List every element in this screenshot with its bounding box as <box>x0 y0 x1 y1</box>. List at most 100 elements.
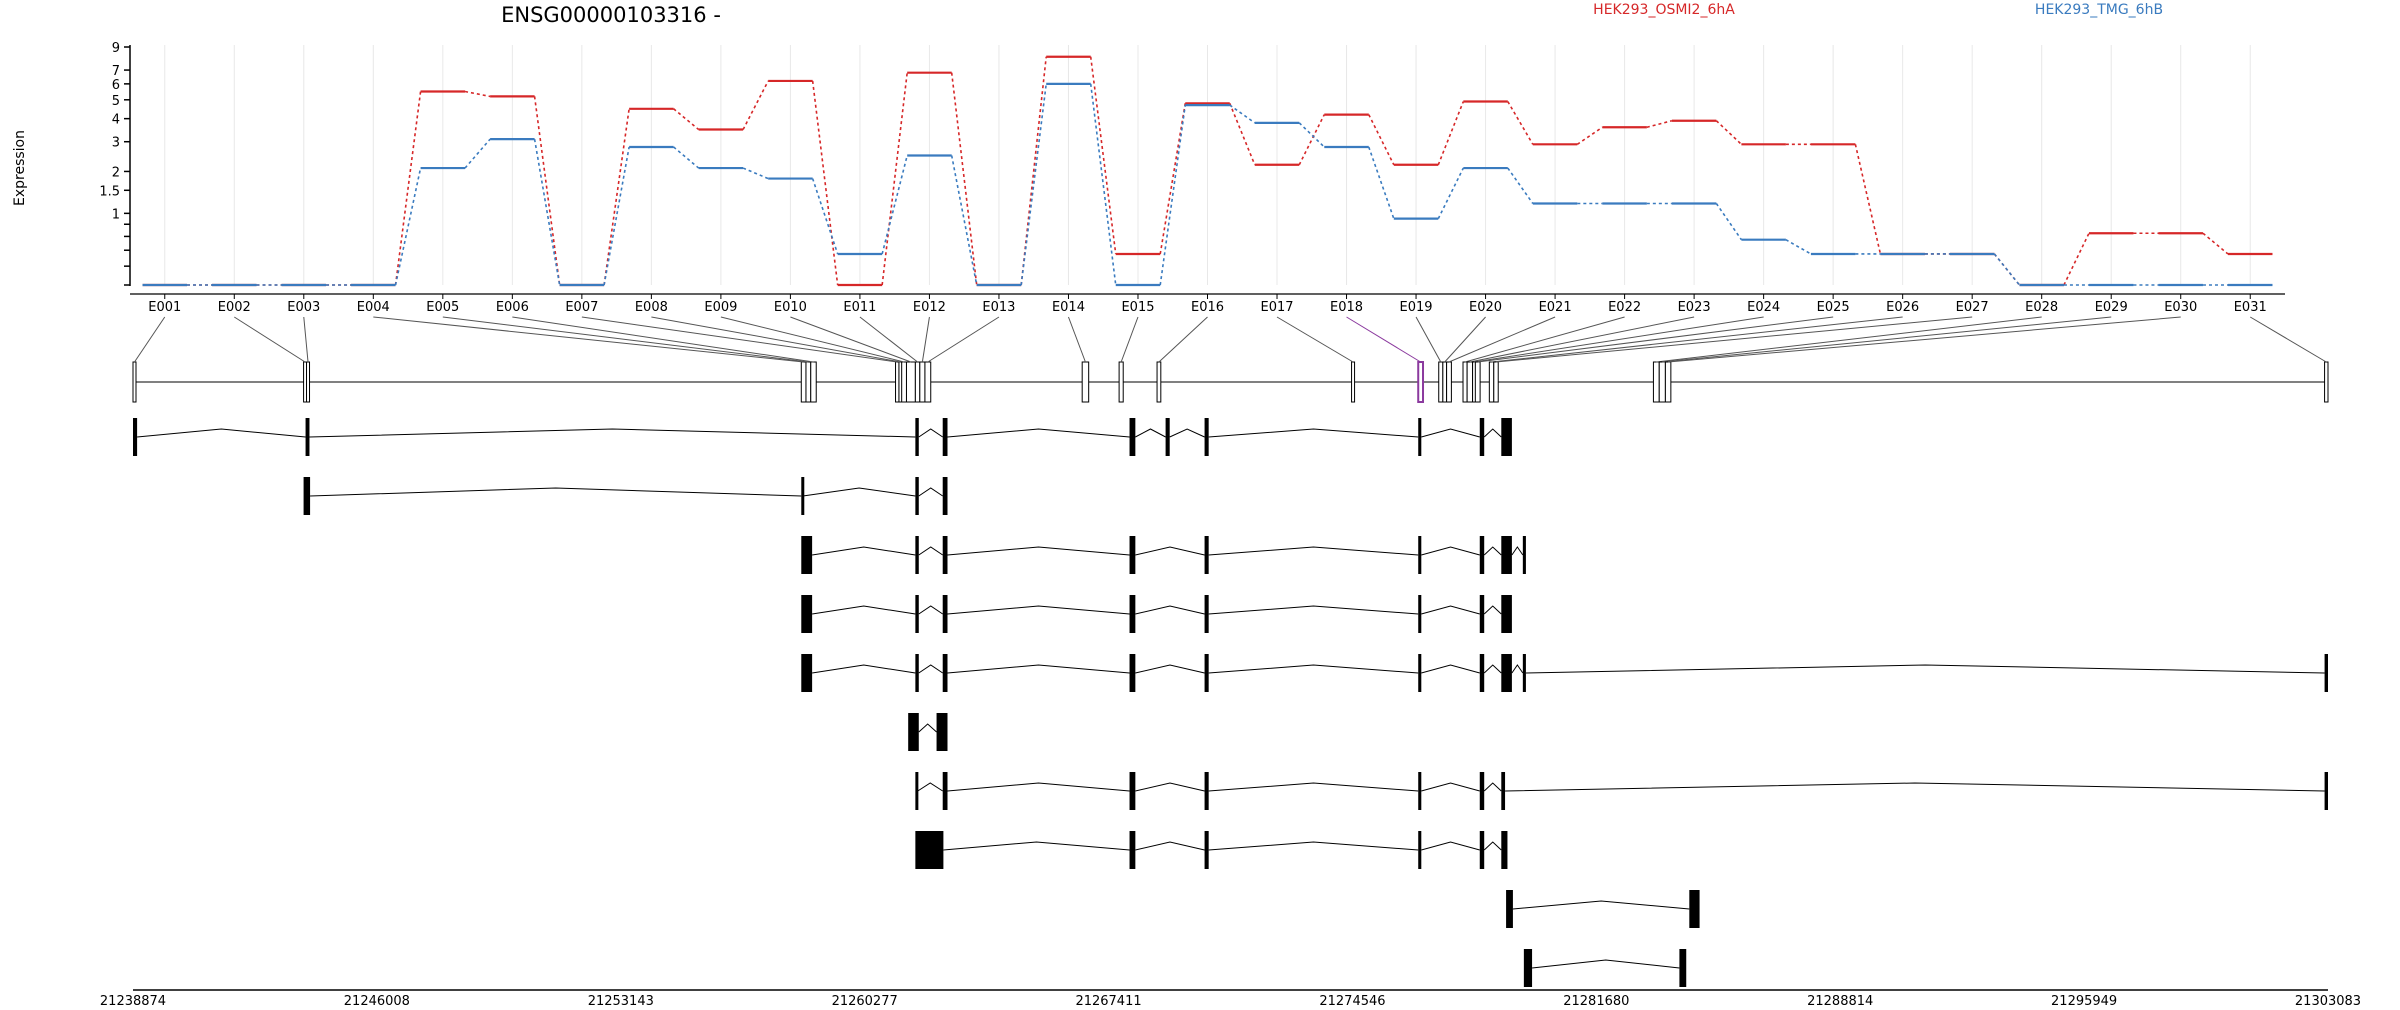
intron-line <box>1208 664 1419 674</box>
exon-label: E010 <box>774 300 807 315</box>
exon-connector <box>303 316 309 363</box>
transcript-6 <box>908 713 948 751</box>
intron-line <box>918 487 943 497</box>
exon-connector <box>1474 316 1764 363</box>
transcript-exon <box>915 536 919 574</box>
data-connector <box>1437 167 1465 220</box>
data-connector <box>603 108 630 286</box>
exon-label: E024 <box>1747 300 1780 315</box>
y-axis-label: Expression <box>12 130 28 206</box>
exon-box <box>810 361 817 403</box>
exon-connector <box>1469 316 1695 363</box>
intron-line <box>309 428 916 438</box>
transcript-exon <box>942 536 948 574</box>
y-tick-label: 3 <box>112 136 120 151</box>
exon-connector <box>1120 316 1139 363</box>
genome-tick-label: 21288814 <box>1807 994 1873 1009</box>
transcript-exon <box>936 713 948 751</box>
exon-box <box>1438 361 1444 403</box>
data-connector <box>1854 144 1882 255</box>
transcript-exon <box>1522 654 1526 692</box>
exon-connector <box>2249 316 2327 363</box>
genome-tick-label: 21274546 <box>1319 994 1385 1009</box>
exon-connector <box>1158 316 1208 363</box>
transcript-exon <box>305 418 310 456</box>
exon-label: E001 <box>148 300 181 315</box>
y-tick-label: 5 <box>112 94 120 109</box>
genome-tick-label: 21246008 <box>344 994 410 1009</box>
genome-tick-label: 21260277 <box>832 994 898 1009</box>
transcript-5 <box>801 654 2328 692</box>
data-connector <box>1368 146 1395 219</box>
data-connector <box>1993 253 2021 286</box>
transcript-exon <box>1418 654 1422 692</box>
legend-series-a: HEK293_OSMI2_6hA <box>1593 2 1735 18</box>
data-connector <box>1646 119 1673 129</box>
transcript-exon <box>801 595 813 633</box>
y-tick-label: 6 <box>112 78 120 93</box>
transcript-exon <box>1165 418 1170 456</box>
exon-label: E025 <box>1817 300 1850 315</box>
exon-box <box>1652 361 1660 403</box>
data-connector <box>673 146 700 169</box>
intron-line <box>812 664 916 674</box>
intron-line <box>918 428 943 438</box>
data-connector <box>742 80 769 130</box>
intron-line <box>1511 546 1524 556</box>
data-connector <box>1229 104 1256 124</box>
exon-connector <box>927 316 1000 363</box>
data-connector <box>464 90 491 98</box>
plot-layer: 9 765 4 3 2 1.5 1 E001 E002 E003 E004 E005 E006 E007 E… <box>99 41 2361 1009</box>
exon-box <box>1118 361 1124 403</box>
transcript-exon <box>133 418 138 456</box>
intron-line <box>1511 664 1524 674</box>
transcript-exon <box>1129 831 1136 869</box>
exon-box <box>924 361 932 403</box>
intron-line <box>1135 546 1205 556</box>
intron-line <box>1421 841 1480 851</box>
exon-box <box>2324 361 2329 403</box>
transcript-exon <box>915 418 919 456</box>
transcript-exon <box>942 595 948 633</box>
transcript-exon <box>1679 949 1687 987</box>
intron-line <box>1135 841 1205 851</box>
transcript-exon <box>1501 418 1512 456</box>
exon-connector <box>859 316 918 363</box>
exon-connector <box>1444 316 1486 363</box>
data-connector <box>1715 120 1742 145</box>
exon-box <box>1351 361 1356 403</box>
transcript-exon <box>942 654 948 692</box>
exon-connector <box>720 316 905 363</box>
data-connector <box>394 91 422 286</box>
exon-label: E012 <box>913 300 946 315</box>
exon-label: E023 <box>1678 300 1711 315</box>
transcript-exon <box>942 772 948 810</box>
exon-connector <box>651 316 901 363</box>
intron-line <box>1483 605 1502 615</box>
transcript-exon <box>1418 595 1422 633</box>
exon-connector <box>581 316 898 363</box>
data-connector <box>1159 103 1187 255</box>
data-connector <box>1159 104 1187 286</box>
exon-connector <box>1477 316 1834 363</box>
exon-label: E021 <box>1539 300 1572 315</box>
data-connector <box>1368 114 1395 166</box>
transcript-exon <box>942 477 948 515</box>
data-connector <box>1715 203 1743 241</box>
intron-line <box>947 605 1130 615</box>
data-connector <box>464 138 491 169</box>
data-connector <box>673 108 700 131</box>
exon-connector <box>921 316 930 363</box>
transcript-exon <box>1418 831 1422 869</box>
transcript-10 <box>1523 949 1687 987</box>
exon-label: E004 <box>357 300 390 315</box>
data-connector <box>950 155 978 286</box>
exon-label: E009 <box>704 300 737 315</box>
transcript-exon <box>1479 595 1485 633</box>
data-connector <box>1507 101 1534 145</box>
transcript-exon <box>1204 831 1209 869</box>
exon-label: E027 <box>1956 300 1989 315</box>
intron-line <box>1421 546 1480 556</box>
transcript-exon <box>801 654 813 692</box>
